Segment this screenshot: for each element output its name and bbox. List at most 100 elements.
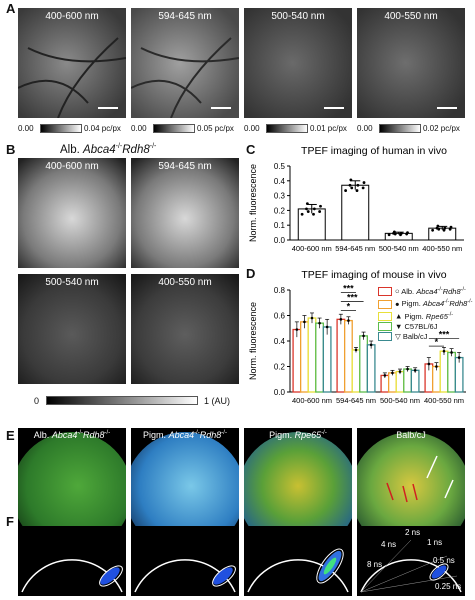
significance-mark: ***	[439, 329, 450, 339]
data-point	[354, 348, 358, 352]
y-axis-label: Norm. fluorescence	[248, 302, 258, 380]
y-tick-label: 0.2	[274, 206, 286, 215]
panel-b-image-1: 400-600 nm	[18, 158, 126, 268]
x-tick-label: 400-600 nm	[292, 244, 332, 253]
bar	[336, 318, 346, 393]
data-point	[348, 183, 352, 187]
scale-bar	[324, 107, 344, 109]
colorbar-max: 0.02 pc/px	[423, 124, 460, 133]
x-tick-label: 500-540 nm	[379, 244, 419, 253]
panel-e-image-3: Pigm. Rpe65-/-	[244, 428, 352, 536]
legend-item: ▲ Pigm. Rpe65-/-	[378, 309, 473, 322]
x-tick-label: 400-550 nm	[422, 244, 462, 253]
bar	[341, 184, 370, 241]
data-point	[369, 343, 373, 347]
legend-swatch	[378, 322, 392, 332]
panel-f-label: F	[6, 514, 14, 529]
legend-swatch	[378, 312, 392, 322]
data-point	[442, 349, 446, 353]
legend-marker: ○	[395, 286, 402, 296]
y-tick-label: 0.4	[274, 337, 286, 346]
scale-bar	[211, 107, 231, 109]
data-point	[391, 371, 394, 375]
colorbar	[379, 124, 421, 133]
data-point	[442, 228, 446, 232]
legend-marker: ▲	[395, 311, 405, 321]
data-point	[449, 225, 453, 229]
data-point	[443, 226, 447, 230]
data-point	[318, 321, 321, 325]
data-point	[387, 233, 391, 237]
panel-b-image-4: 400-550 nm	[131, 274, 239, 384]
data-point	[435, 365, 438, 368]
legend-label: Pigm. Abca4-/-Rdh8-/-	[401, 298, 473, 309]
x-tick-label: 400-550 nm	[424, 396, 464, 405]
bar	[359, 335, 369, 393]
panel-e-label: E	[6, 428, 15, 443]
data-point	[405, 232, 409, 236]
significance-mark: ***	[343, 284, 354, 294]
data-point	[303, 320, 306, 324]
panel-e-image-4: Balb/cJ	[357, 428, 465, 536]
data-point	[310, 316, 314, 320]
legend-item: ▽ Balb/cJ	[378, 332, 473, 342]
bar	[395, 370, 405, 393]
bar	[366, 344, 376, 393]
panel-a-image-1: 400-600 nm	[18, 8, 126, 118]
data-point	[362, 181, 366, 184]
chart-c: TPEF imaging of human in vivo Norm. fluor…	[248, 145, 464, 253]
data-point	[392, 231, 395, 235]
colorbar-max: 1 (AU)	[204, 396, 231, 406]
chart-title: TPEF imaging of human in vivo	[301, 145, 447, 157]
y-tick-label: 0.4	[274, 177, 286, 186]
panel-b-image-3: 500-540 nm	[18, 274, 126, 384]
colorbar	[153, 124, 195, 133]
panel-d-label: D	[246, 266, 256, 281]
bar	[447, 351, 457, 393]
legend-marker: ▼	[395, 321, 405, 331]
data-point	[435, 226, 439, 230]
panel-f-phasor-reference: 2 ns 1 ns 4 ns 0.5 ns 8 ns 0.25 ns	[357, 526, 465, 596]
data-point	[356, 183, 360, 187]
x-tick-label: 500-540 nm	[380, 396, 420, 405]
panel-a-image-caption: 400-550 nm	[384, 11, 438, 22]
panel-a-label: A	[6, 1, 16, 16]
data-point	[457, 356, 461, 359]
data-point	[427, 362, 431, 366]
colorbar	[266, 124, 308, 133]
data-point	[448, 227, 452, 231]
data-point	[305, 202, 309, 205]
ns-label: 2 ns	[405, 528, 421, 537]
chart-d-legend: ○ Alb. Abca4-/-Rdh8-/- ● Pigm. Abca4-/-Rd…	[378, 284, 473, 342]
scale-bar	[437, 107, 457, 109]
y-tick-label: 0.3	[274, 192, 286, 201]
data-point	[406, 367, 409, 371]
bar	[431, 365, 441, 393]
panel-e-image-2: Pigm. Abca4-/-Rdh8-/-	[131, 428, 239, 536]
bar	[351, 349, 361, 393]
scale-bar	[98, 107, 118, 109]
data-point	[295, 328, 299, 331]
bar	[343, 319, 353, 393]
panel-e-caption: Alb. Abca4-/-Rdh8-/-	[33, 430, 111, 440]
panel-a-image-caption: 594-645 nm	[158, 11, 212, 22]
bar	[292, 328, 302, 393]
significance-mark: ***	[347, 292, 358, 302]
bar	[387, 372, 397, 393]
panel-a-image-caption: 400-600 nm	[45, 11, 99, 22]
panel-b-image-caption: 500-540 nm	[45, 277, 99, 288]
bar	[410, 369, 420, 393]
data-point	[355, 189, 359, 192]
legend-swatch	[378, 287, 392, 297]
data-point	[318, 210, 322, 213]
panel-e-caption: Pigm. Rpe65-/-	[269, 430, 327, 440]
x-tick-label: 594-645 nm	[335, 244, 375, 253]
panel-b-image-caption: 400-550 nm	[158, 277, 212, 288]
panel-f-phasor-3	[244, 526, 352, 596]
legend-swatch	[378, 332, 392, 342]
bar	[299, 321, 309, 393]
legend-label: Pigm. Rpe65-/-	[404, 311, 454, 321]
legend-item: ○ Alb. Abca4-/-Rdh8-/-	[378, 284, 473, 297]
data-point	[350, 186, 354, 190]
colorbar-min: 0.00	[131, 124, 147, 133]
